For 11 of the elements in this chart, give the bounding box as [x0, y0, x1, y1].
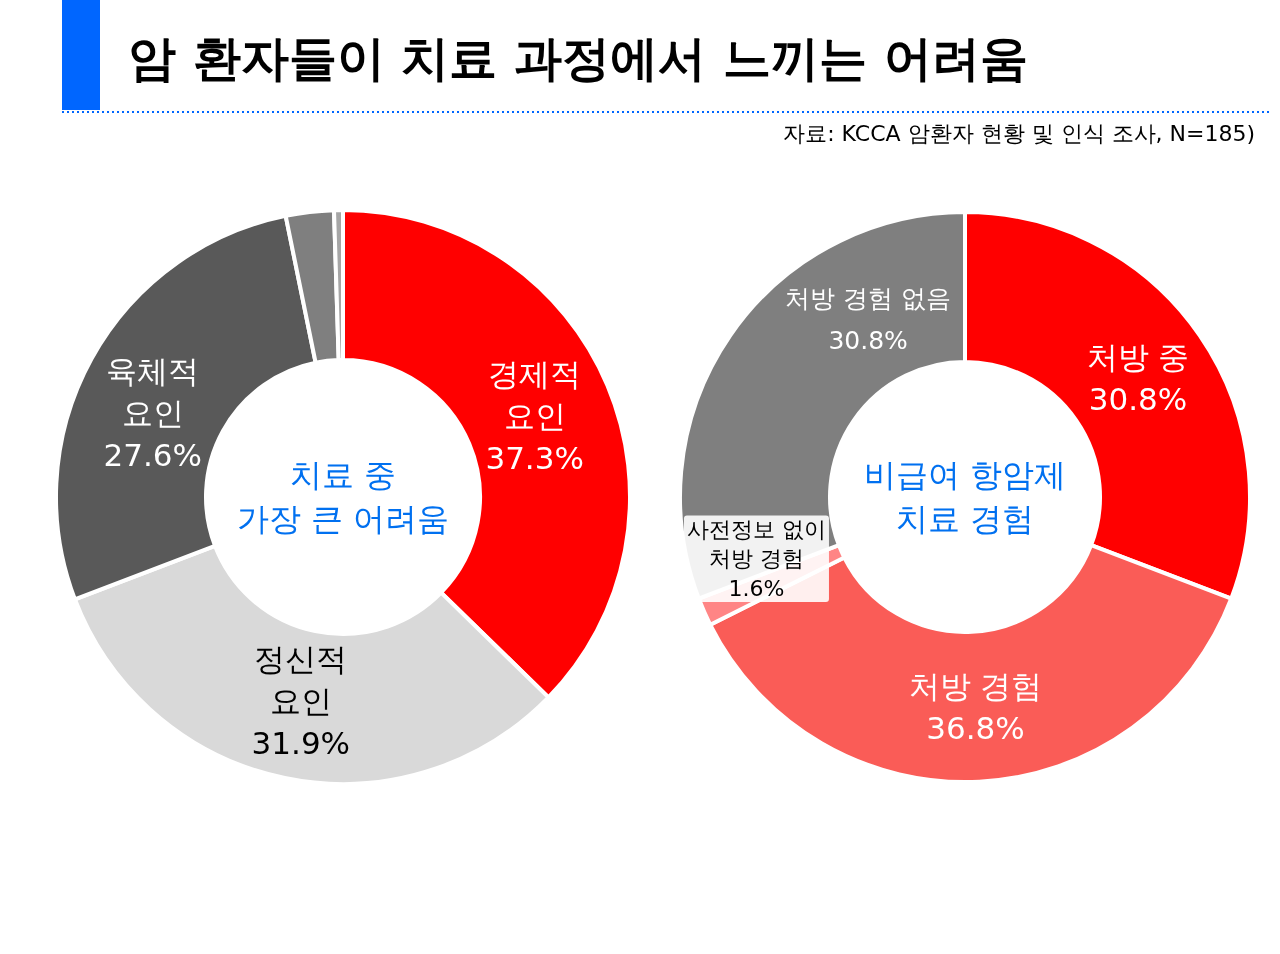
slice-label: 경제적 요인 37.3%: [485, 356, 584, 477]
slice-label: 정신적 요인 31.9%: [251, 640, 351, 761]
slice-label: 사전정보 없이 처방 경험 1.6%: [686, 516, 826, 601]
slice-label: 육체적 요인 27.6%: [103, 353, 202, 473]
chart-title: 암 환자들이 치료 과정에서 느끼는 어려움: [128, 30, 1028, 86]
slice-label: 처방 중 30.8%: [1086, 338, 1190, 417]
text: 치료 중 가장 큰 어려움: [236, 456, 450, 538]
text: 비급여 항암제 치료 경험: [863, 456, 1067, 538]
text: 자료: KCCA 암환자 현황 및 인식 조사, N=185): [783, 120, 1255, 146]
slice-label: 처방 경험 36.8%: [908, 667, 1043, 746]
slice-label: 처방 경험 없음 30.8%: [785, 284, 952, 356]
